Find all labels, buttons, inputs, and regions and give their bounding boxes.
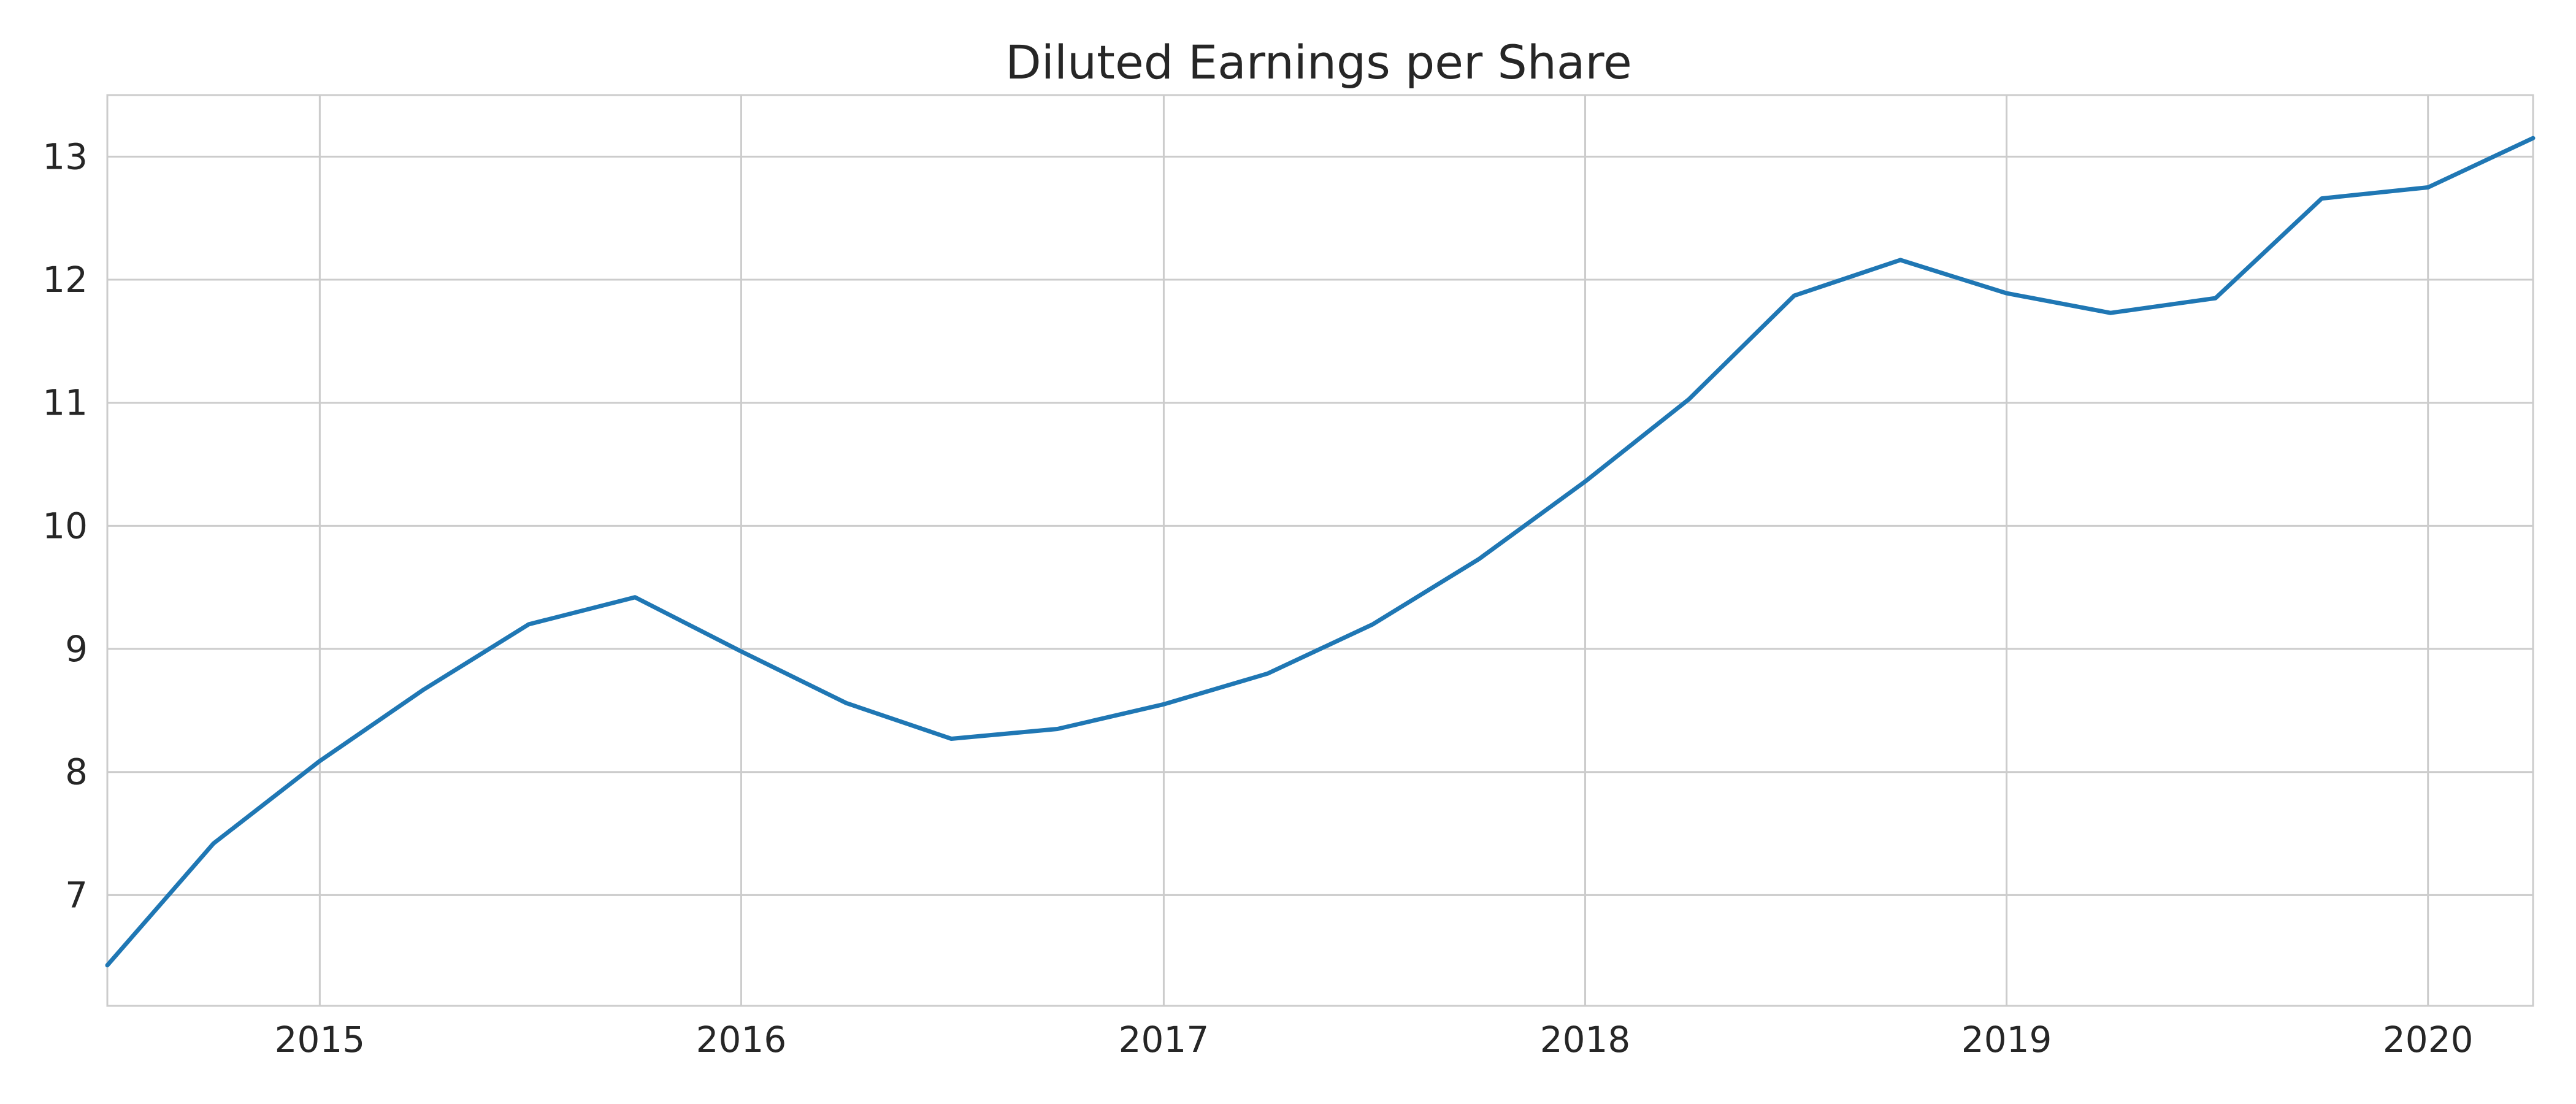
x-tick-label: 2016 <box>696 1019 787 1060</box>
x-tick-label: 2017 <box>1119 1019 1209 1060</box>
y-tick-label: 10 <box>42 505 88 546</box>
series-layer <box>105 136 2536 968</box>
y-tick-label: 7 <box>65 874 88 916</box>
x-tick-label: 2019 <box>1961 1019 2052 1060</box>
y-tick-label: 12 <box>42 259 88 301</box>
grid <box>107 95 2533 1006</box>
y-tick-label: 9 <box>65 628 88 670</box>
y-tick-label: 11 <box>42 382 88 424</box>
x-tick-label: 2015 <box>275 1019 366 1060</box>
x-tick-label: 2020 <box>2383 1019 2474 1060</box>
y-axis: 7 8 9 10 11 12 13 <box>42 136 88 916</box>
x-tick-label: 2018 <box>1540 1019 1631 1060</box>
y-tick-label: 8 <box>65 751 88 793</box>
y-tick-label: 13 <box>42 136 88 177</box>
x-axis: 2015 2016 2017 2018 2019 2020 <box>275 1019 2474 1060</box>
chart-title: Diluted Earnings per Share <box>1005 35 1632 90</box>
series-line <box>105 136 2536 968</box>
plot-frame <box>106 94 2534 1007</box>
